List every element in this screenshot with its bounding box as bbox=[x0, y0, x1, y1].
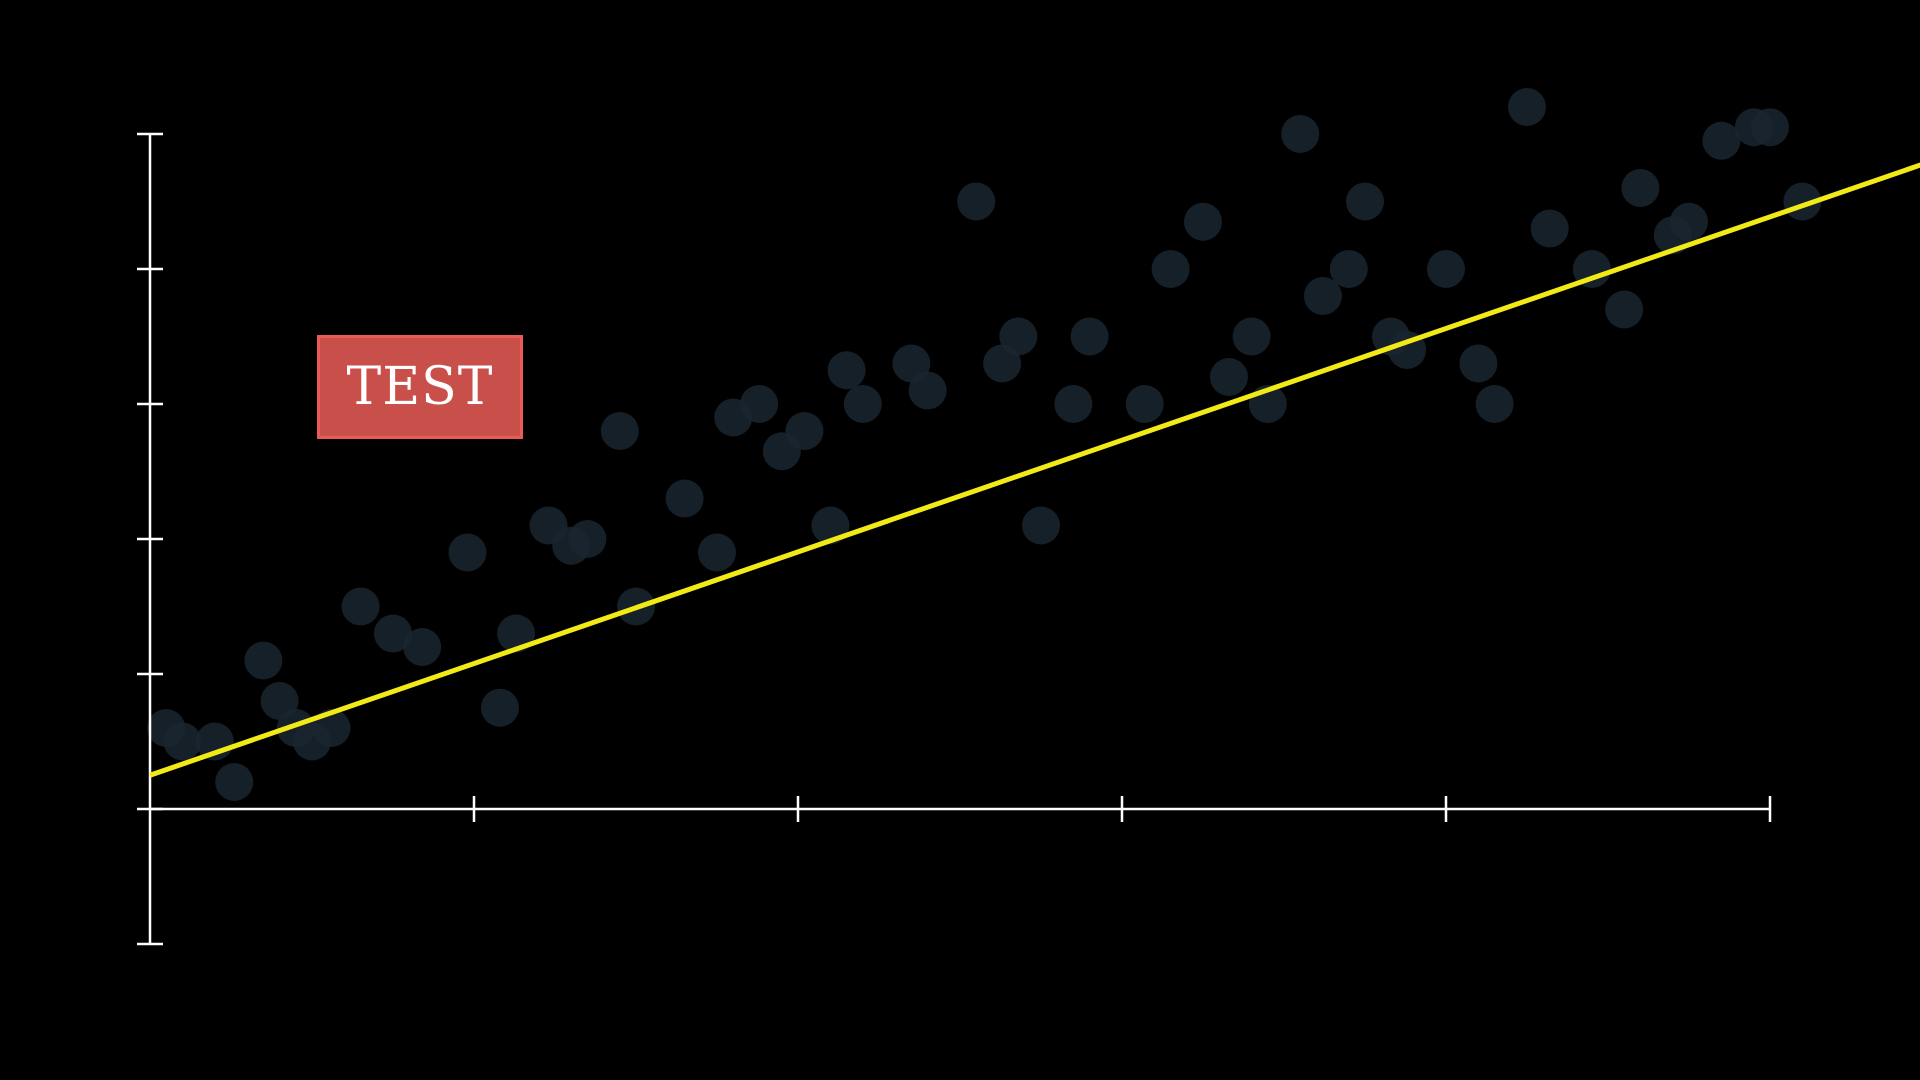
data-point bbox=[1751, 108, 1789, 147]
data-point bbox=[1281, 115, 1320, 153]
data-point bbox=[1346, 182, 1384, 221]
data-point bbox=[244, 641, 283, 680]
data-point bbox=[843, 385, 882, 423]
data-point bbox=[163, 722, 202, 761]
data-point bbox=[403, 628, 442, 666]
data-point bbox=[1621, 169, 1660, 207]
data-point bbox=[1475, 385, 1514, 423]
test-label-box: TEST bbox=[317, 335, 523, 439]
data-point bbox=[740, 385, 779, 423]
trend-line-group bbox=[149, 162, 1920, 778]
data-point bbox=[568, 520, 607, 558]
data-point bbox=[957, 182, 996, 221]
data-point bbox=[497, 614, 536, 653]
data-point bbox=[215, 763, 254, 801]
data-point bbox=[448, 533, 487, 572]
data-point bbox=[1151, 250, 1190, 288]
data-point bbox=[1508, 88, 1546, 126]
data-point bbox=[341, 587, 380, 626]
data-point bbox=[1670, 202, 1708, 241]
data-point bbox=[665, 479, 704, 518]
trend-line bbox=[149, 162, 1920, 778]
data-point bbox=[1070, 317, 1109, 356]
data-point bbox=[1125, 385, 1164, 423]
data-point bbox=[1459, 344, 1498, 383]
data-point bbox=[1427, 250, 1465, 288]
data-points bbox=[147, 88, 1822, 801]
data-point bbox=[1232, 317, 1271, 356]
data-point bbox=[600, 412, 639, 450]
data-point bbox=[698, 533, 736, 572]
data-point bbox=[1530, 209, 1569, 248]
data-point bbox=[1605, 290, 1644, 329]
data-point bbox=[374, 614, 412, 653]
data-point bbox=[1184, 202, 1222, 241]
data-point bbox=[999, 317, 1038, 356]
data-point bbox=[908, 371, 947, 410]
data-point bbox=[1702, 121, 1741, 160]
data-point bbox=[1572, 250, 1611, 288]
data-point bbox=[827, 351, 866, 390]
data-point bbox=[1022, 506, 1060, 545]
test-label-text: TEST bbox=[346, 357, 494, 417]
axes bbox=[137, 132, 1772, 946]
data-point bbox=[1209, 358, 1248, 396]
data-point bbox=[1329, 250, 1368, 288]
data-point bbox=[1303, 277, 1342, 315]
data-point bbox=[785, 412, 824, 450]
data-point bbox=[1054, 385, 1093, 423]
data-point bbox=[480, 688, 519, 727]
